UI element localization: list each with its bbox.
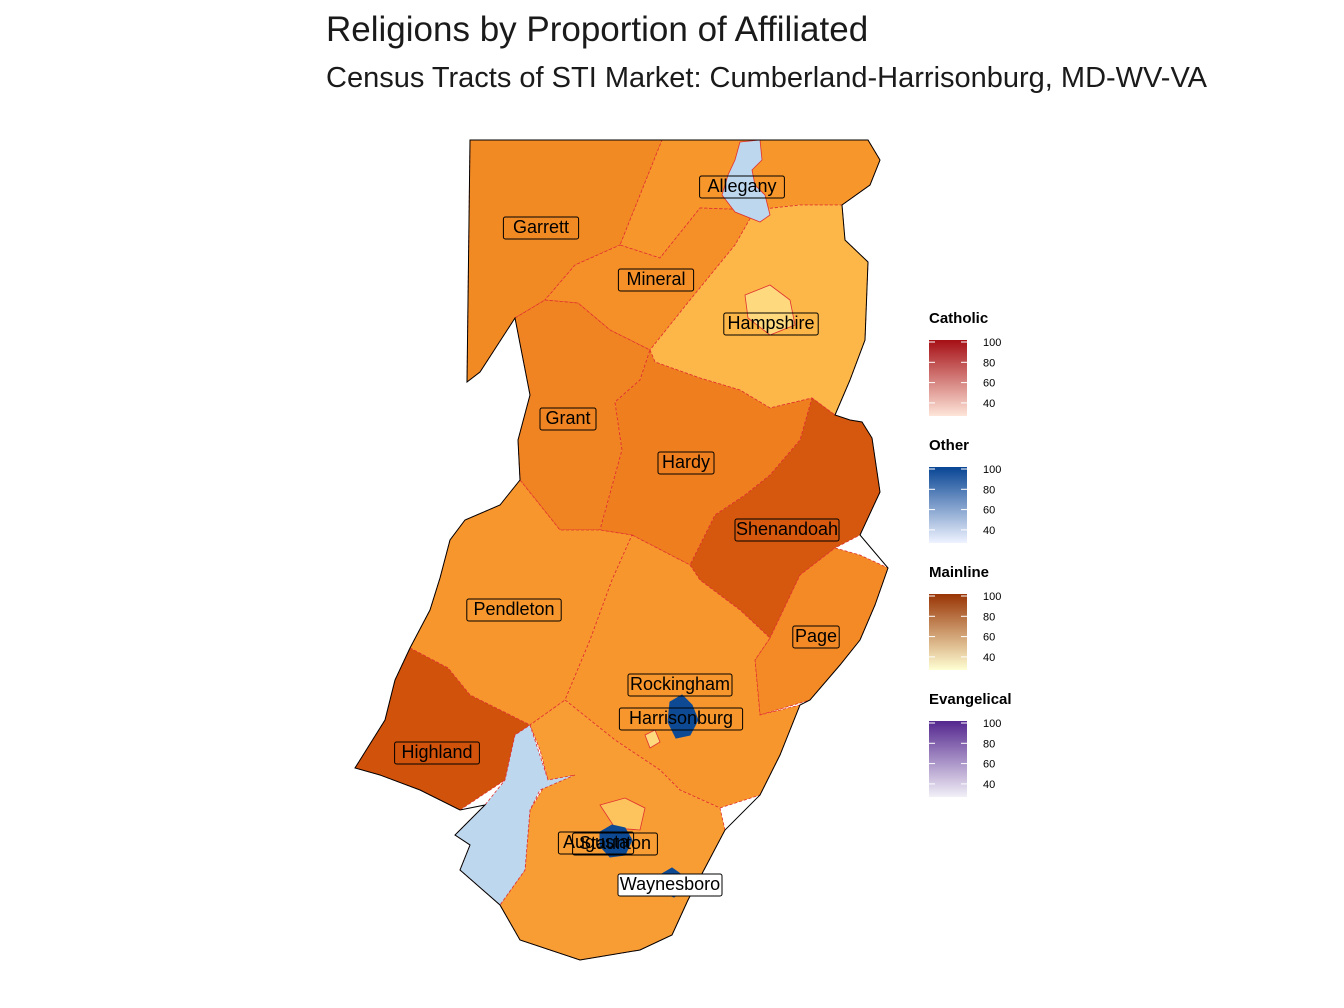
county-grant[interactable] — [514, 299, 651, 531]
legend-colorbar — [929, 340, 967, 416]
legend-tick-label: 100 — [983, 337, 1001, 349]
county-page[interactable] — [754, 547, 889, 716]
legend-tick-label: 60 — [983, 759, 995, 771]
tract-harrisonburg-light[interactable] — [644, 729, 661, 749]
legend-tick-label: 100 — [983, 591, 1001, 603]
county-label-text: Hampshire — [727, 313, 814, 333]
legend-tick-label: 80 — [983, 357, 995, 369]
tract-hampshire-light[interactable] — [744, 284, 796, 336]
county-label-highland: Highland — [394, 741, 480, 765]
legend-tick-label: 60 — [983, 632, 995, 644]
legend-title: Evangelical — [929, 691, 1012, 708]
county-label-text: Highland — [401, 742, 472, 762]
city-harrisonburg[interactable] — [667, 694, 699, 739]
legend-evangelical: Evangelical 100 80 60 40 — [929, 691, 1012, 797]
county-label-text: Mineral — [626, 269, 685, 289]
legend-mainline: Mainline 100 80 60 40 — [929, 564, 1001, 670]
legend-other: Other 100 80 60 40 — [929, 437, 1001, 543]
county-label-text: Grant — [545, 408, 590, 428]
legend-tick-label: 40 — [983, 525, 995, 537]
county-mineral[interactable] — [544, 207, 756, 351]
county-label-text: Augusta — [563, 832, 630, 852]
county-label-text: Hardy — [662, 452, 710, 472]
county-label-augusta: Augusta — [557, 831, 635, 855]
map-subtitle: Census Tracts of STI Market: Cumberland-… — [326, 62, 1207, 94]
legend-tick-label: 80 — [983, 611, 995, 623]
county-label-hampshire: Hampshire — [723, 312, 819, 336]
market-outline — [354, 139, 889, 961]
county-label-grant: Grant — [539, 407, 597, 431]
county-highland[interactable] — [354, 647, 531, 811]
legend-colorbar — [929, 594, 967, 670]
map-title: Religions by Proportion of Affiliated — [326, 10, 869, 49]
legend-colorbar — [929, 721, 967, 797]
county-label-text: Rockingham — [630, 674, 730, 694]
legend-tick-label: 40 — [983, 779, 995, 791]
county-shenandoah[interactable] — [689, 397, 881, 639]
county-label-harrisonburg: Harrisonburg — [618, 707, 744, 731]
legend-colorbar — [929, 467, 967, 543]
county-label-text: Page — [795, 626, 837, 646]
county-label-staunton: Staunton — [572, 832, 658, 856]
legend-title: Mainline — [929, 564, 989, 581]
county-rockingham[interactable] — [564, 534, 801, 809]
legend: Catholic 100 80 60 40 Other 100 80 60 40 Mainline 1… — [929, 310, 1012, 797]
tract-allegany-other[interactable] — [721, 139, 771, 223]
legend-title: Other — [929, 437, 969, 454]
legend-tick-label: 80 — [983, 484, 995, 496]
legend-tick-label: 60 — [983, 378, 995, 390]
county-label-hardy: Hardy — [657, 451, 715, 475]
county-label-allegany: Allegany — [699, 175, 785, 199]
legend-tick-label: 80 — [983, 738, 995, 750]
tract-augusta-light[interactable] — [599, 797, 646, 831]
legend-tick-label: 100 — [983, 718, 1001, 730]
county-label-text: Staunton — [579, 833, 651, 853]
county-label-text: Shenandoah — [736, 519, 838, 539]
county-label-text: Harrisonburg — [629, 708, 733, 728]
legend-tick-label: 40 — [983, 398, 995, 410]
legend-tick-label: 100 — [983, 464, 1001, 476]
county-label-text: Allegany — [707, 176, 776, 196]
legend-tick-label: 40 — [983, 652, 995, 664]
county-label-text: Waynesboro — [620, 874, 720, 894]
county-label-page: Page — [792, 625, 840, 649]
county-label-text: Pendleton — [473, 599, 554, 619]
county-labels: Allegany Garrett Mineral Hampshire Grant Hard… — [394, 175, 840, 897]
county-label-garrett: Garrett — [502, 216, 580, 240]
county-label-text: Garrett — [513, 217, 569, 237]
legend-catholic: Catholic 100 80 60 40 — [929, 310, 1001, 416]
legend-title: Catholic — [929, 310, 988, 327]
legend-tick-label: 60 — [983, 505, 995, 517]
county-label-pendleton: Pendleton — [466, 598, 562, 622]
county-label-waynesboro: Waynesboro — [617, 873, 723, 897]
county-label-mineral: Mineral — [617, 268, 695, 292]
county-label-rockingham: Rockingham — [627, 673, 733, 697]
county-label-shenandoah: Shenandoah — [734, 518, 840, 542]
